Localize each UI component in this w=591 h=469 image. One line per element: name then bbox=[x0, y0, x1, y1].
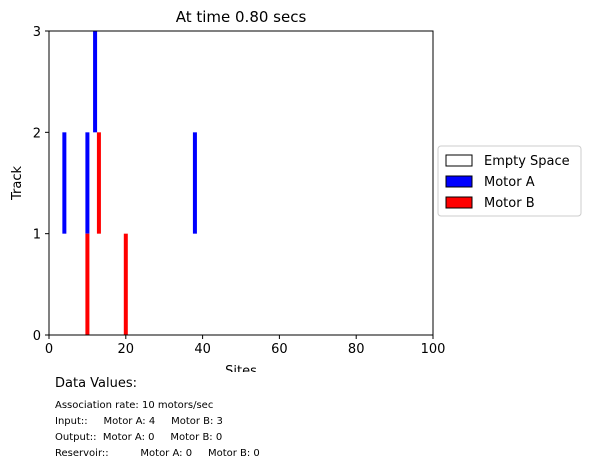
legend-label: Motor A bbox=[484, 175, 535, 190]
bar-motor-b-2 bbox=[123, 233, 128, 335]
x-tick-label: 60 bbox=[271, 342, 288, 357]
x-tick-label: 0 bbox=[45, 342, 53, 357]
info-line-association: Association rate: 10 motors/sec bbox=[55, 400, 214, 411]
y-axis-label: Track bbox=[10, 166, 25, 201]
y-tick-label: 2 bbox=[33, 126, 41, 141]
x-tick-label: 80 bbox=[348, 342, 365, 357]
bar-motor-b-0 bbox=[85, 233, 90, 335]
info-line-input: Input:: Motor A: 4 Motor B: 3 bbox=[55, 416, 223, 427]
info-line-reservoir: Reservoir:: Motor A: 0 Motor B: 0 bbox=[55, 448, 260, 459]
x-tick-label: 100 bbox=[421, 342, 446, 357]
bar-motor-a-1 bbox=[85, 132, 90, 234]
y-tick-label: 0 bbox=[33, 329, 41, 344]
chart-title: At time 0.80 secs bbox=[176, 8, 307, 26]
plot-area bbox=[49, 31, 433, 335]
chart-figure: 0 20 40 60 80 100 0 1 2 3 At time 0.80 secs Sites Tr… bbox=[10, 8, 582, 372]
legend-label: Empty Space bbox=[484, 154, 570, 169]
legend-box bbox=[437, 145, 582, 217]
x-tick-label: 20 bbox=[118, 342, 135, 357]
bar-motor-a-3 bbox=[192, 132, 197, 234]
bar-motor-a-2 bbox=[93, 31, 98, 133]
info-line-output: Output:: Motor A: 0 Motor B: 0 bbox=[55, 432, 223, 443]
data-values-title: Data Values: bbox=[55, 376, 138, 391]
legend-swatch-motor-b bbox=[445, 196, 473, 209]
legend-swatch-empty-space bbox=[445, 154, 473, 167]
bar-motor-a-0 bbox=[62, 132, 67, 234]
y-tick-label: 3 bbox=[33, 25, 41, 40]
bar-motor-b-1 bbox=[96, 132, 101, 234]
axes-frame bbox=[48, 30, 434, 336]
legend-label: Motor B bbox=[484, 196, 535, 211]
x-axis-label: Sites bbox=[225, 364, 257, 372]
y-tick-label: 1 bbox=[33, 228, 41, 243]
x-tick-label: 40 bbox=[194, 342, 211, 357]
legend-swatch-motor-a bbox=[445, 175, 473, 188]
